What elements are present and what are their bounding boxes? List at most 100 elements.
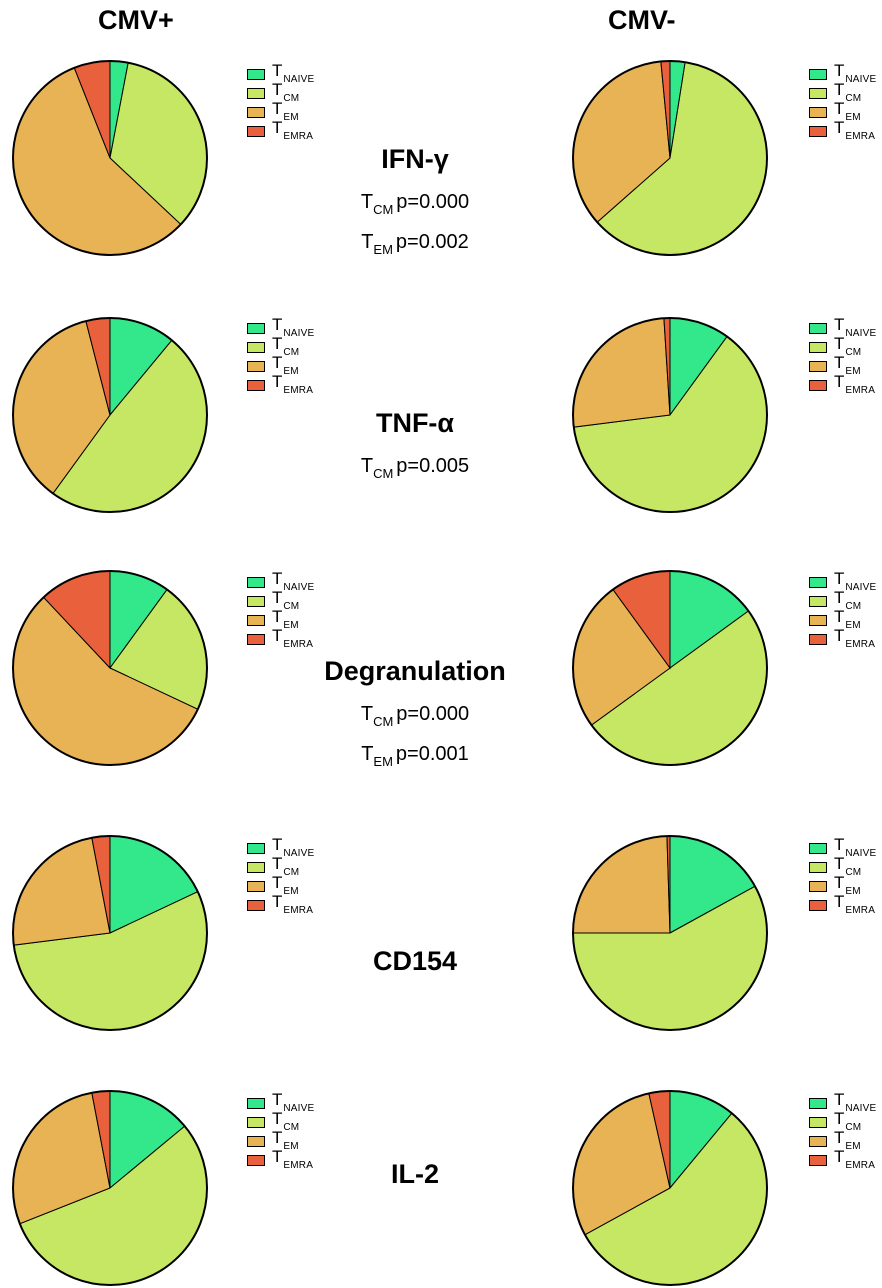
pie-outline [12,317,208,513]
legend-label-main: T [834,873,845,892]
legend-label-sub: CM [845,867,862,878]
legend-item-temra: TEMRA [808,372,882,396]
legend-label-main: T [272,892,283,911]
stat-pvalue: p=0.000 [396,703,470,725]
pie-cmv-pos-degranulation [12,570,208,766]
legend-label-sub: NAIVE [283,582,315,593]
legend-label-main: T [272,854,283,873]
legend-label-sub: CM [845,1122,862,1133]
stat-line: TCM p=0.005 [300,454,530,481]
legend-label-sub: NAIVE [283,1103,315,1114]
legend-swatch [809,88,827,99]
legend-label: TCM [834,588,862,613]
legend-swatch [809,342,827,353]
legend-label: TCM [272,1109,299,1134]
legend-label-sub: EMRA [845,385,876,396]
legend-label-sub: EMRA [845,639,876,650]
legend-label-main: T [834,607,845,626]
legend-label: TNAIVE [834,1091,877,1115]
legend-swatch [247,69,265,80]
legend-label-sub: CM [845,347,862,358]
row-label-cd154: CD154 [300,944,530,978]
legend-label: TCM [272,335,300,359]
legend-item-tcm: TCM [808,1110,882,1133]
legend-label-sub: EM [283,366,299,377]
legend-item-temra: TEMRA [808,627,882,650]
stat-pvalue: p=0.000 [396,191,470,213]
stat-pvalue: p=0.002 [395,231,469,253]
legend-item-tcm: TCM [246,335,326,359]
legend-item-temra: TEMRA [808,1148,882,1171]
legend-item-tcm: TCM [246,81,326,104]
legend-swatch [247,126,265,137]
legend-label: TEM [272,607,299,632]
pie-cmv-pos-il-2 [12,1090,208,1286]
pie-outline [572,835,768,1031]
legend-cmv-pos-row-3: TNAIVE TCM TEM TEMRA [246,569,326,651]
legend-swatch [247,634,265,645]
legend-label-sub: NAIVE [283,74,315,85]
legend-label-main: T [272,873,283,892]
legend-cmv-neg-row-1: TNAIVE TCM TEM TEMRA [808,61,882,142]
legend-label-main: T [272,607,283,626]
legend-label-sub: NAIVE [845,1103,877,1114]
stat-line: TCM p=0.000 [300,702,530,729]
legend-label-sub: CM [283,347,300,358]
pie-cmv-neg-degranulation [572,570,768,766]
legend-swatch [809,615,827,626]
legend-label-main: T [834,353,845,372]
legend-swatch [809,1155,827,1166]
legend-item-tcm: TCM [808,855,882,878]
stat-main: T [361,743,374,765]
stat-sub: CM [373,714,394,729]
legend-label-main: T [834,61,845,80]
pie-outline [12,835,208,1031]
stat-sub: EM [373,754,393,769]
legend-label-main: T [272,569,283,588]
pie-cmv-pos-tnf [12,317,208,513]
legend-item-tnaive: TNAIVE [808,1091,882,1115]
stat-line: TCM p=0.000 [300,190,530,217]
legend-label-sub: NAIVE [845,582,877,593]
legend-swatch [809,126,827,137]
legend-item-tem: TEM [808,100,882,123]
pie-outline [572,1090,768,1286]
stat-main: T [361,231,374,253]
legend-label-sub: EMRA [845,1160,876,1171]
legend-item-tnaive: TNAIVE [808,316,882,339]
legend-label-sub: EMRA [283,385,314,396]
legend-label-main: T [834,892,845,911]
legend-label-main: T [272,1109,283,1128]
legend-item-temra: TEMRA [246,627,326,651]
legend-label: TNAIVE [272,569,315,594]
legend-label-sub: CM [845,93,862,104]
legend-swatch [247,900,265,911]
row-label-tnf: TNF-α TCM p=0.005 [300,406,530,481]
legend-label-sub: EMRA [283,639,314,650]
legend-swatch [809,843,827,854]
legend-label: TNAIVE [272,836,314,860]
stat-main: T [360,455,374,477]
legend-label-main: T [834,588,845,607]
legend-label-sub: EM [283,112,299,123]
legend-label-sub: NAIVE [845,74,877,85]
pie-cmv-pos-ifn [12,60,208,256]
legend-label-sub: CM [845,601,862,612]
legend-item-tem: TEM [246,873,326,897]
legend-item-temra: TEMRA [246,1148,326,1171]
legend-label-sub: CM [283,93,300,104]
legend-item-temra: TEMRA [808,892,882,916]
legend-item-tem: TEM [246,354,326,377]
legend-label: TEM [272,1129,299,1153]
stat-main: T [360,191,374,213]
legend-label: TEMRA [272,373,314,397]
legend-swatch [809,1098,827,1109]
legend-item-tcm: TCM [246,1109,326,1134]
legend-label: TEMRA [272,627,314,651]
legend-item-tem: TEM [808,607,882,631]
legend-item-tcm: TCM [246,589,326,612]
column-header-cmv-negative: CMV- [608,5,676,35]
legend-item-tnaive: TNAIVE [246,1091,326,1114]
legend-label-main: T [834,372,845,391]
legend-item-temra: TEMRA [246,373,326,397]
